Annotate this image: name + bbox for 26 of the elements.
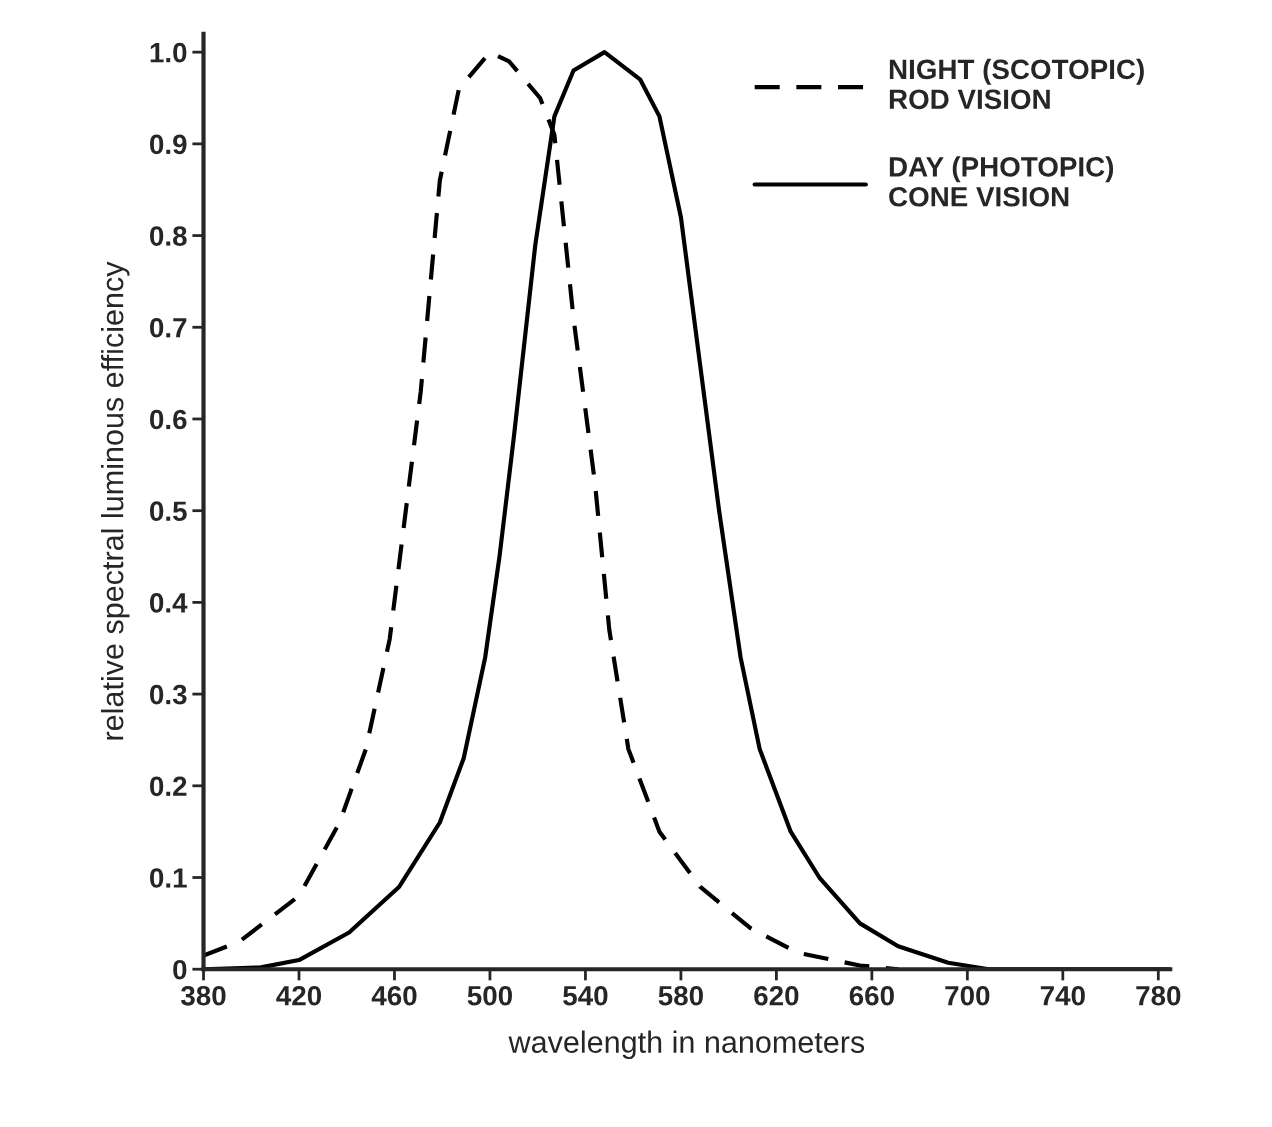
y-tick-label: 0.2 [150, 776, 187, 797]
x-tick-label: 780 [1136, 985, 1181, 1006]
x-tick-label: 660 [849, 985, 894, 1006]
legend-label: DAY (PHOTOPIC) CONE VISION [889, 156, 1114, 207]
y-tick-label: 0.8 [150, 226, 187, 246]
y-tick-label: 0.3 [150, 684, 187, 705]
x-tick-label: 380 [180, 985, 226, 1006]
y-tick-label: 0.4 [150, 593, 188, 613]
x-tick-label: 740 [1040, 985, 1085, 1006]
x-tick-label: 460 [371, 985, 417, 1006]
x-tick-label: 500 [467, 985, 512, 1006]
y-tick-label: 0.7 [150, 317, 187, 338]
x-tick-label: 620 [754, 985, 799, 1006]
y-tick-label: 1.0 [150, 42, 187, 63]
x-tick-label: 700 [945, 985, 990, 1006]
y-axis-title: relative spectral luminous efficiency [101, 261, 130, 740]
y-tick-label: 0.5 [150, 501, 187, 522]
y-tick-label: 0 [173, 959, 187, 980]
x-tick-label: 540 [563, 985, 608, 1006]
x-tick-label: 580 [658, 985, 703, 1006]
x-axis-title: wavelength in nanometers [508, 1030, 865, 1060]
y-tick-label: 0.9 [150, 134, 187, 155]
legend-label: NIGHT (SCOTOPIC) ROD VISION [889, 58, 1144, 110]
y-tick-label: 0.6 [150, 409, 187, 430]
x-tick-label: 420 [276, 985, 322, 1006]
y-tick-label: 0.1 [150, 868, 187, 888]
